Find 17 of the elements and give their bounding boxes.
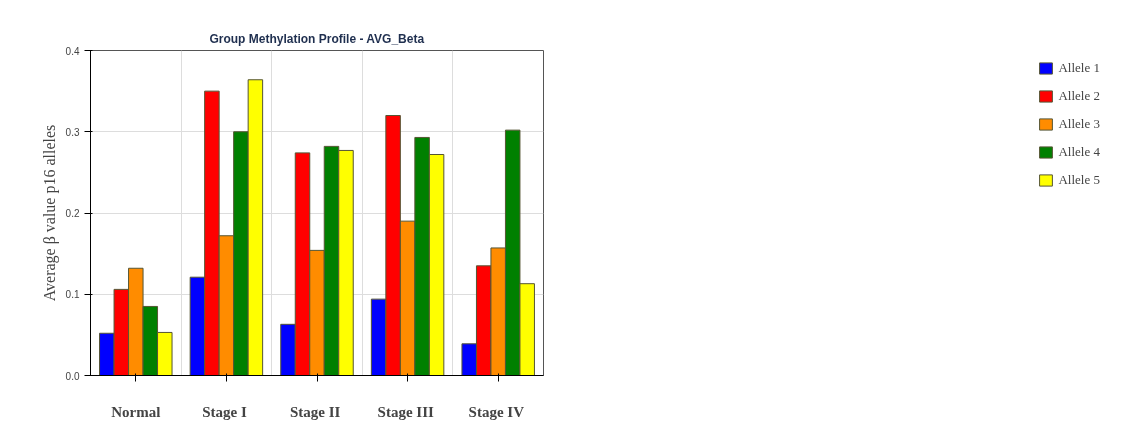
y-tick-label: 0.4 [65,45,80,57]
y-tick-label: 0.2 [65,208,80,219]
x-tick-label: Stage II [289,403,341,420]
x-tick-label: Stage IV [468,403,525,420]
x-tick-label: Stage I [202,403,247,420]
legend-label: Allele 4 [1058,144,1100,160]
legend-label: Allele 1 [1058,60,1100,76]
legend-label: Allele 5 [1058,172,1100,188]
y-tick-label: 0.3 [65,126,80,138]
x-tick-label: Stage III [377,403,435,420]
y-tick-label: 0.0 [65,370,80,382]
x-tick-label: Normal [111,403,161,420]
y-axis-title: Average β value p16 alleles [40,124,59,302]
legend-label: Allele 3 [1058,116,1100,132]
y-tick-label: 0.1 [65,289,80,301]
chart-title: Group Methylation Profile - AVG_Beta [209,31,425,46]
legend-label: Allele 2 [1058,88,1100,104]
